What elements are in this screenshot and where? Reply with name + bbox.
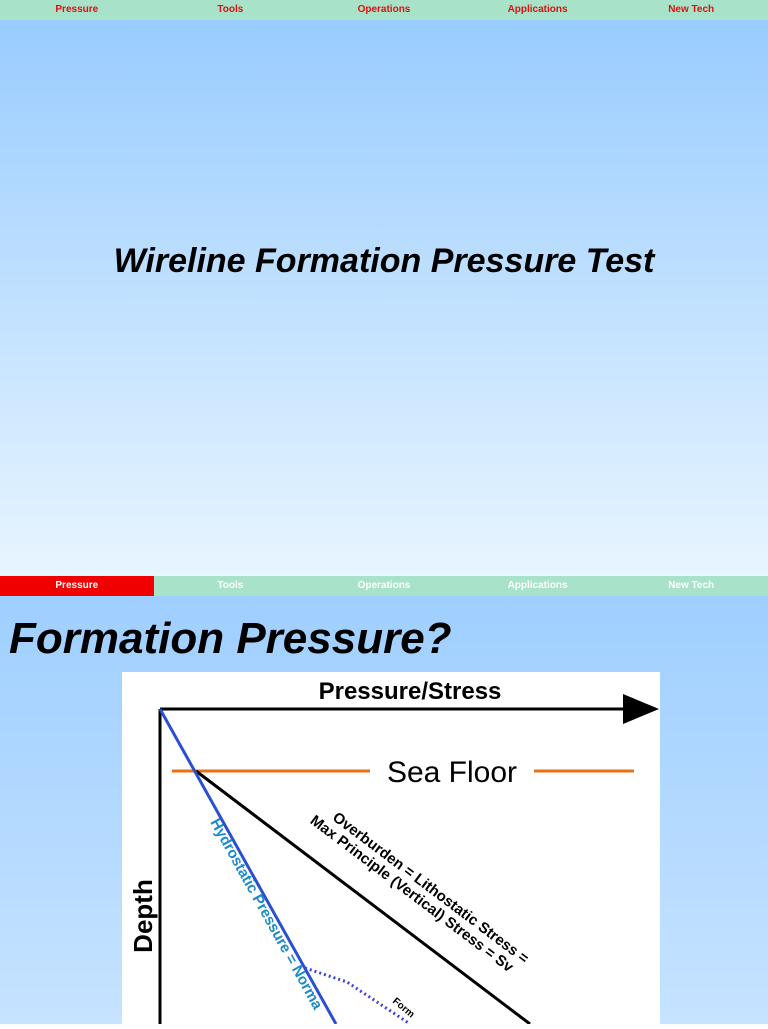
content-slide: Formation Pressure? Pressure/Stress Dept… [0,596,768,1026]
nav-applications[interactable]: Applications [507,4,568,15]
max-principle-label: Max Principle (Vertical) Stress = Sv [307,812,517,976]
slide-heading: Formation Pressure? [9,614,452,663]
nav-pressure[interactable]: Pressure [55,4,99,15]
pressure-depth-diagram: Pressure/Stress Depth Sea Floor Overburd… [122,672,660,1026]
nav-pressure[interactable]: Pressure [0,576,154,596]
y-axis-label: Depth [128,879,158,953]
nav-tools[interactable]: Tools [217,580,244,591]
hydrostatic-line [158,708,338,1025]
x-axis-label: Pressure/Stress [319,678,502,705]
nav-operations[interactable]: Operations [357,4,411,15]
formation-label: Form [390,996,416,1021]
nav-tools[interactable]: Tools [217,4,244,15]
slide-nav-bar: Pressure Tools Operations Applications N… [0,576,768,596]
title-slide: Wireline Formation Pressure Test [0,20,768,576]
nav-operations[interactable]: Operations [357,580,411,591]
overburden-line [195,769,531,1026]
slide-title: Wireline Formation Pressure Test [113,242,655,280]
hydrostatic-label: Hydrostatic Pressure = Norma [207,816,327,1013]
nav-new-tech[interactable]: New Tech [668,4,715,15]
nav-applications[interactable]: Applications [507,580,568,591]
overburden-label: Overburden = Lithostatic Stress = [329,809,532,968]
sea-floor-label: Sea Floor [387,756,517,789]
top-nav-bar: Pressure Tools Operations Applications N… [0,0,768,20]
nav-new-tech[interactable]: New Tech [668,580,715,591]
